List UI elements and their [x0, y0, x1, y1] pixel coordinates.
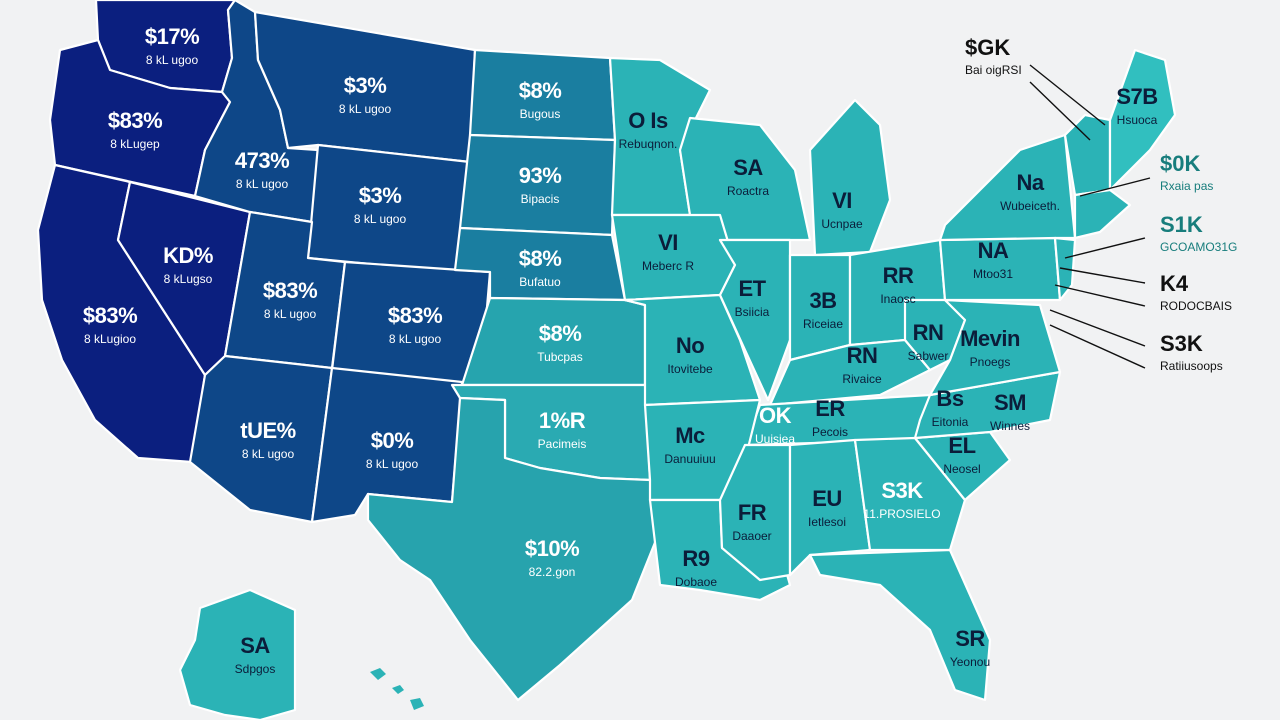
label-mi: VI Ucnpae	[821, 188, 863, 232]
label-ks: $8% Tubcpas	[537, 321, 583, 365]
label-ca: $83% 8 kLugioo	[82, 303, 138, 347]
label-tn-west: OK Uuisiea	[754, 403, 796, 447]
state-va[interactable]	[928, 298, 1062, 397]
callout-2: $0K Rxaia pas	[1160, 151, 1214, 194]
label-ny: Na Wubeiceth.	[1000, 170, 1060, 214]
label-fl: SR Yeonou	[949, 626, 991, 670]
label-tn: ER Pecois	[811, 396, 849, 440]
label-mn: O Is Rebuqnon.	[618, 108, 678, 152]
label-ga: S3K 11.PROSIELO	[863, 478, 941, 522]
label-al: EU Ietlesoi	[807, 486, 847, 530]
label-nv: KD% 8 kLugso	[163, 243, 213, 287]
label-va: Mevin Pnoegs	[960, 326, 1020, 370]
label-ak: SA Sdpgos	[234, 633, 276, 677]
label-ne: $8% Bufatuo	[518, 246, 562, 290]
label-ms: FR Daaoer	[732, 500, 772, 544]
label-mo: No Itovitebe	[667, 333, 713, 377]
label-nc-east: SM Winnes	[989, 390, 1031, 434]
state-me[interactable]	[1108, 48, 1177, 192]
label-wi: SA Roactra	[726, 155, 770, 199]
label-ar: Mc Danuuiuu	[664, 423, 716, 467]
label-sd: 93% Bipacis	[518, 163, 562, 207]
state-al[interactable]	[788, 438, 872, 577]
label-ut: $83% 8 kL ugoo	[262, 278, 318, 322]
label-sc: EL Neosel	[943, 433, 981, 477]
label-nc: Bs Eitonia	[931, 386, 969, 430]
label-ia: VI Meberc R	[641, 230, 695, 274]
callout-5: S3K Ratiiusoops	[1160, 331, 1223, 374]
label-ok: 1%R Pacimeis	[537, 408, 587, 452]
label-wa: $17% 8 kL ugoo	[144, 24, 200, 68]
leader-lines	[1029, 64, 1151, 369]
label-in: 3B Riceiae	[802, 288, 844, 332]
state-ma-ct-ri[interactable]	[1073, 188, 1132, 240]
label-wy: $3% 8 kL ugoo	[353, 183, 407, 227]
label-tx: $10% 82.2.gon	[524, 536, 580, 580]
label-la: R9 Dobaoe	[674, 546, 718, 590]
label-oh: RR Inaosc	[880, 263, 916, 307]
label-ky: RN Rivaice	[842, 343, 882, 387]
callout-1: $GK Bai oigRSI	[965, 35, 1022, 78]
label-il: ET Bsiicia	[734, 276, 770, 320]
label-wv: RN Sabwer	[907, 320, 949, 364]
label-or: $83% 8 kLugep	[107, 108, 163, 152]
state-fl[interactable]	[808, 548, 992, 702]
state-hi	[370, 668, 424, 710]
label-nd: $8% Bugous	[518, 78, 562, 122]
state-ak[interactable]	[178, 588, 297, 720]
state-tx[interactable]	[366, 396, 662, 702]
callout-4: K4 RODOCBAIS	[1160, 271, 1233, 314]
label-co: $83% 8 kL ugoo	[387, 303, 443, 347]
label-az: tUE% 8 kL ugoo	[240, 418, 296, 462]
label-id: 473% 8 kL ugoo	[234, 148, 290, 192]
label-me: S7B Hsuoca	[1116, 84, 1158, 128]
label-nm: $0% 8 kL ugoo	[365, 428, 419, 472]
label-mt: $3% 8 kL ugoo	[338, 73, 392, 117]
state-vt-nh[interactable]	[1063, 113, 1112, 197]
label-pa: NA Mtoo31	[972, 238, 1014, 282]
callout-3: S1K GCOAMO31G	[1160, 212, 1238, 255]
state-mi[interactable]	[808, 98, 892, 257]
